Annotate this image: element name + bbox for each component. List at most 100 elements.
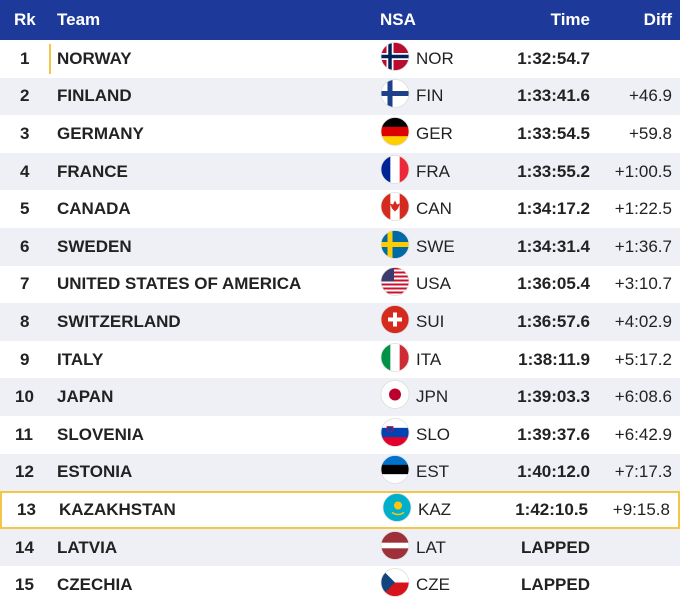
flag — [380, 417, 410, 447]
rank: 13 — [17, 499, 36, 519]
flag-icon — [380, 79, 410, 114]
result-row: 5 CANADA CAN 1:34:17.2 +1:22.5 — [0, 190, 680, 228]
result-row: 9 ITALY ITA 1:38:11.9 +5:17.2 — [0, 341, 680, 379]
time: 1:33:41.6 — [517, 86, 590, 106]
diff: +4:02.9 — [614, 311, 672, 331]
diff: +46.9 — [628, 86, 672, 106]
diff: +5:17.2 — [614, 349, 672, 369]
time: 1:42:10.5 — [515, 499, 588, 519]
result-row: 7 UNITED STATES OF AMERICA USA 1:36:05.4 +3:… — [0, 266, 680, 304]
flag — [380, 117, 410, 146]
header-nsa: NSA — [380, 10, 416, 29]
diff: +1:22.5 — [614, 199, 672, 219]
flag-icon — [380, 192, 410, 227]
diff: +1:36.7 — [614, 236, 672, 256]
nsa-code: CZE — [416, 575, 450, 595]
flag — [380, 568, 410, 598]
time: 1:36:57.6 — [517, 311, 590, 331]
nsa-code: EST — [416, 462, 450, 482]
flag — [380, 342, 410, 372]
header-diff: Diff — [643, 10, 672, 29]
team-name: KAZAKHSTAN — [59, 499, 176, 519]
team-name: LATVIA — [57, 537, 118, 557]
time: 1:32:54.7 — [517, 48, 590, 68]
team-name: FINLAND — [57, 86, 132, 106]
result-row: 12 ESTONIA EST 1:40:12.0 +7:17.3 — [0, 453, 680, 492]
flag — [380, 305, 410, 334]
header-row: Rk Team NSA Time Diff — [0, 0, 680, 40]
rank: 1 — [20, 48, 30, 68]
diff: +59.8 — [628, 123, 672, 143]
rank: 8 — [20, 311, 30, 331]
result-row: 13 KAZAKHSTAN KAZ 1:42:10.5 +9:15.8 — [0, 491, 680, 529]
flag — [380, 380, 410, 410]
team-name: NORWAY — [57, 48, 132, 68]
header-time: Time — [550, 10, 590, 29]
team-name: SWITZERLAND — [57, 311, 181, 331]
time: 1:33:55.2 — [517, 161, 590, 181]
flag-icon — [380, 417, 410, 452]
flag — [380, 267, 410, 297]
flag-icon — [380, 455, 410, 490]
flag — [380, 530, 410, 560]
time: 1:36:05.4 — [517, 274, 590, 294]
nsa-code: NOR — [416, 48, 454, 68]
nsa-code: FRA — [416, 161, 450, 181]
result-row: 6 SWEDEN SWE 1:34:31.4 +1:36.7 — [0, 228, 680, 266]
flag — [380, 41, 410, 71]
team-name: JAPAN — [57, 387, 114, 407]
nsa-code: GER — [416, 123, 453, 143]
time: 1:40:12.0 — [517, 462, 590, 482]
rank: 2 — [20, 86, 30, 106]
diff: +9:15.8 — [612, 499, 670, 519]
rank: 3 — [20, 123, 30, 143]
team-name: ITALY — [57, 349, 104, 369]
rank: 12 — [15, 462, 34, 482]
result-row: 15 CZECHIA CZE LAPPED — [0, 566, 680, 604]
time: 1:39:03.3 — [517, 387, 590, 407]
nsa-code: SLO — [416, 424, 451, 444]
time: LAPPED — [521, 575, 590, 595]
nsa-code: ITA — [416, 349, 442, 369]
flag — [380, 154, 410, 184]
rank: 10 — [15, 387, 34, 407]
rank: 15 — [15, 575, 34, 595]
time: 1:34:17.2 — [517, 199, 590, 219]
nsa-code: KAZ — [418, 499, 452, 519]
flag-icon — [380, 304, 410, 339]
flag — [380, 192, 410, 222]
flag — [380, 455, 410, 485]
time: 1:39:37.6 — [517, 424, 590, 444]
result-row: 11 SLOVENIA SLO 1:39:37.6 +6:42.9 — [0, 416, 680, 454]
nsa-code: USA — [416, 274, 451, 294]
header-team: Team — [57, 10, 101, 29]
diff: +6:08.6 — [614, 387, 672, 407]
team-name: FRANCE — [57, 161, 128, 181]
result-row: 14 LATVIA LAT LAPPED — [0, 528, 680, 567]
flag — [380, 229, 410, 259]
diff: +7:17.3 — [614, 462, 672, 482]
team-name: ESTONIA — [57, 462, 133, 482]
rank: 14 — [15, 537, 34, 557]
nsa-code: FIN — [416, 86, 444, 106]
rank: 6 — [20, 236, 30, 256]
flag-icon — [380, 568, 410, 603]
flag-icon — [380, 342, 410, 377]
flag-icon — [380, 116, 410, 151]
diff: +1:00.5 — [614, 161, 672, 181]
time: 1:38:11.9 — [518, 349, 590, 369]
team-name: GERMANY — [57, 123, 144, 143]
team-name: CZECHIA — [57, 575, 133, 595]
rank: 7 — [20, 274, 30, 294]
flag — [382, 493, 412, 522]
rank: 9 — [20, 349, 30, 369]
flag-icon — [380, 380, 410, 415]
flag-icon — [380, 530, 410, 565]
flag-icon — [380, 229, 410, 264]
rank: 11 — [15, 424, 33, 444]
flag-icon — [380, 154, 410, 189]
team-name: CANADA — [57, 199, 131, 219]
time: 1:34:31.4 — [517, 236, 590, 256]
nsa-code: CAN — [416, 199, 452, 219]
team-name: SLOVENIA — [57, 424, 144, 444]
